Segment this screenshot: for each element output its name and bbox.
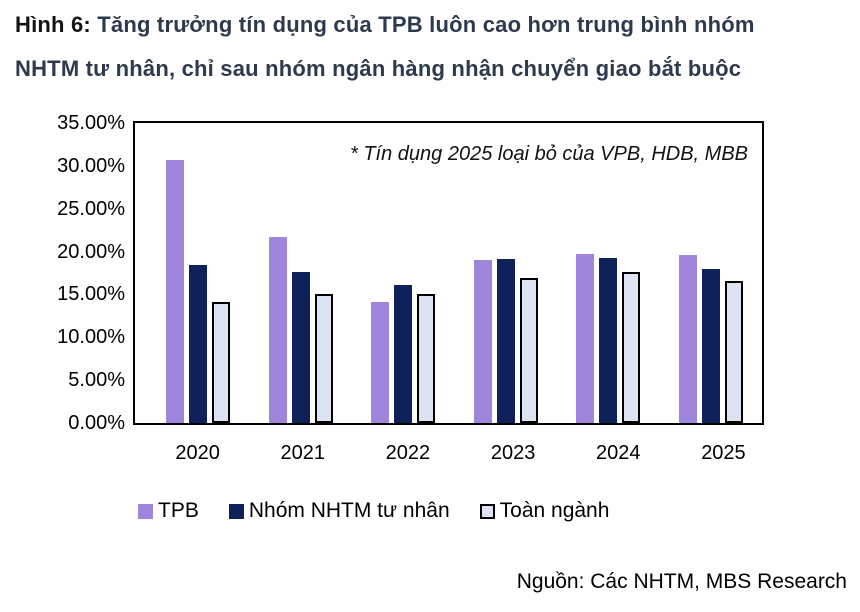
chart-legend: TPB Nhóm NHTM tư nhân Toàn ngành [138,499,609,523]
bar [678,255,697,423]
bar [519,278,538,423]
x-axis-tick-label: 2022 [385,442,431,464]
legend-swatch-icon [479,503,495,519]
figure-title-line1: Hình 6: Tăng trưởng tín dụng của TPB luô… [15,3,850,47]
y-axis-tick-label: 35.00% [57,112,125,134]
y-axis-tick-label: 10.00% [57,326,125,349]
bar [268,237,287,423]
bar-group-2022 [352,123,455,423]
bar [473,260,492,423]
x-axis-tick-label: 2025 [701,442,746,464]
bar [371,302,390,423]
bar [701,268,720,423]
bar-group-2023 [455,123,558,423]
bar-group-2021 [250,123,353,423]
legend-swatch-icon [228,503,244,519]
bar [724,280,743,423]
y-axis-tick-labels: 35.00% 30.00% 25.00% 20.00% 15.00% 10.00% 5.00… [0,112,125,434]
bar [496,259,515,423]
bar [314,293,333,423]
bar [212,302,231,423]
bar [394,285,413,423]
x-axis-tick-label: 2021 [280,442,326,464]
legend-label: Toàn ngành [499,499,610,522]
chart-annotation: * Tín dụng 2025 loại bỏ của VPB, HDB, MB… [350,143,748,165]
x-axis-tick-labels: 2020 2021 2022 2023 2024 2025 [133,440,776,466]
bar-group-2024 [557,123,660,423]
bar [417,293,436,423]
y-axis-tick-label: 25.00% [57,197,125,220]
bar-groups [135,123,762,423]
figure-title: Hình 6: Tăng trưởng tín dụng của TPB luô… [15,3,850,91]
bar [291,272,310,423]
x-axis-tick-label: 2023 [490,442,536,464]
bar-group-2020 [147,123,250,423]
y-axis-tick-label: 30.00% [57,154,125,177]
figure-title-line1-text: Tăng trưởng tín dụng của TPB luôn cao hơ… [90,12,755,37]
legend-label: TPB [158,499,199,522]
y-axis-tick-label: 5.00% [68,369,125,392]
legend-label: Nhóm NHTM tư nhân [248,499,450,522]
y-axis-tick-label: 0.00% [68,412,125,434]
legend-swatch-icon [138,503,153,519]
bar-group-2025 [660,123,763,423]
figure-title-line2: NHTM tư nhân, chỉ sau nhóm ngân hàng nhậ… [15,56,742,81]
legend-item: TPB [138,499,199,523]
x-axis-tick-label: 2020 [175,442,220,464]
y-axis-tick-label: 15.00% [57,283,125,306]
legend-item: Nhóm NHTM tư nhân [228,499,450,523]
bar [189,265,208,423]
plot-area: * Tín dụng 2025 loại bỏ của VPB, HDB, MB… [133,121,764,425]
source-note: Nguồn: Các NHTM, MBS Research [516,570,847,593]
legend-item: Toàn ngành [479,499,610,523]
figure-number: Hình 6: [15,12,91,37]
bar [599,258,618,423]
bar [622,272,641,423]
bar [576,254,595,423]
x-axis-tick-label: 2024 [596,442,641,464]
bar [166,159,185,423]
y-axis-tick-label: 20.00% [57,240,125,263]
